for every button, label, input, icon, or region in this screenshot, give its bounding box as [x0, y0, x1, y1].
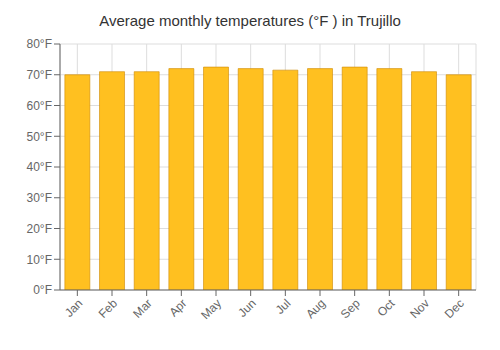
svg-text:40°F: 40°F: [27, 160, 52, 174]
svg-text:Aug: Aug: [303, 296, 328, 321]
svg-text:Apr: Apr: [166, 296, 189, 319]
svg-text:May: May: [198, 296, 224, 322]
svg-text:Jan: Jan: [62, 296, 86, 320]
svg-text:Dec: Dec: [442, 296, 467, 321]
svg-text:Jun: Jun: [235, 296, 259, 320]
svg-text:80°F: 80°F: [27, 37, 52, 51]
svg-text:Mar: Mar: [130, 296, 155, 321]
svg-text:30°F: 30°F: [27, 191, 52, 205]
svg-text:0°F: 0°F: [33, 283, 52, 297]
svg-text:70°F: 70°F: [27, 68, 52, 82]
svg-text:Feb: Feb: [96, 296, 121, 321]
svg-text:60°F: 60°F: [27, 99, 52, 113]
svg-text:10°F: 10°F: [27, 253, 52, 267]
svg-text:Oct: Oct: [374, 296, 398, 320]
svg-text:Sep: Sep: [338, 296, 363, 321]
html-text:Average monthly temperatures (: Average monthly temperatures (°F ) in Tr…: [99, 12, 401, 29]
svg-text:50°F: 50°F: [27, 130, 52, 144]
svg-text:20°F: 20°F: [27, 222, 52, 236]
svg-text:Jul: Jul: [273, 296, 294, 317]
svg-text:Nov: Nov: [407, 296, 432, 321]
